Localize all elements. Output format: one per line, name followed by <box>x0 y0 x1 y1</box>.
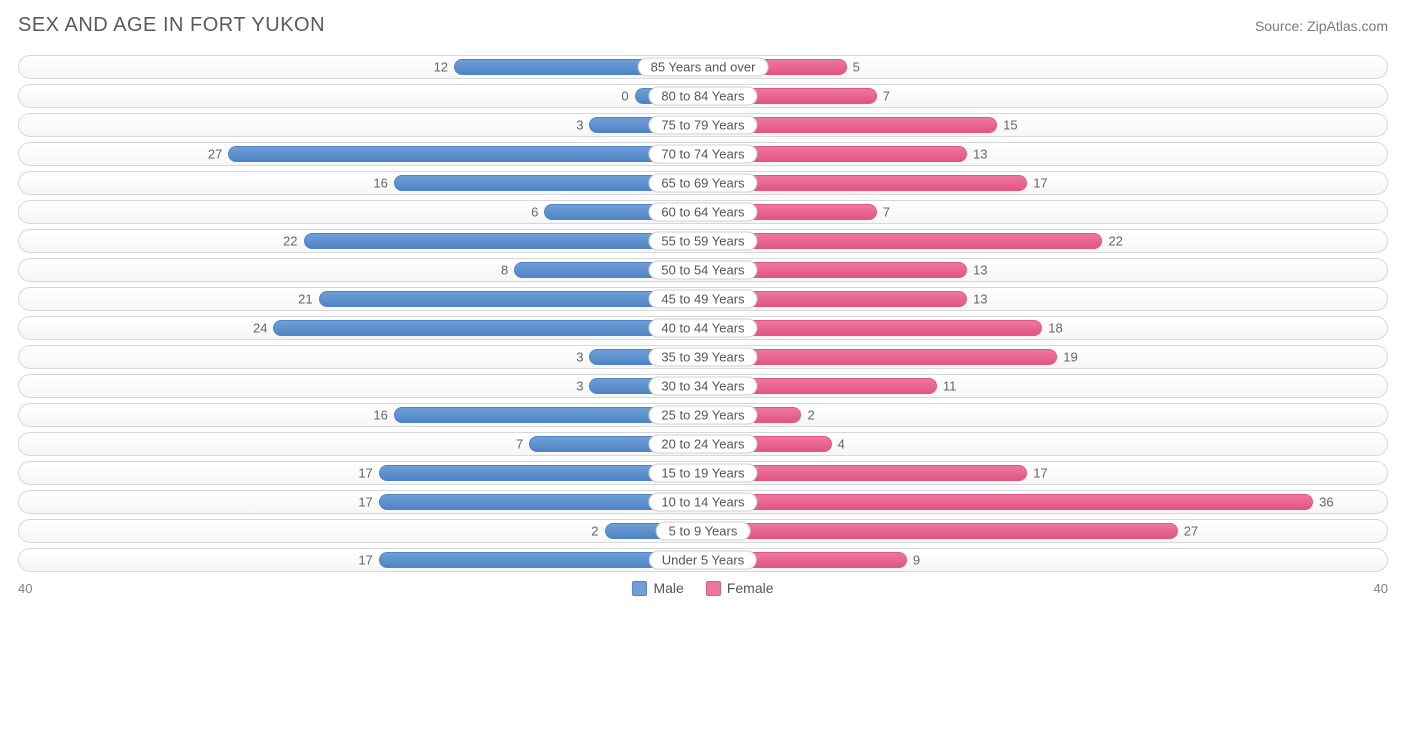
age-bracket-label: 10 to 14 Years <box>648 493 757 512</box>
pyramid-row: 60 to 64 Years 6 7 <box>18 200 1388 224</box>
pyramid-row: 35 to 39 Years 3 19 <box>18 345 1388 369</box>
pyramid-row: 65 to 69 Years 16 17 <box>18 171 1388 195</box>
legend-item-male: Male <box>632 580 683 596</box>
male-value: 2 <box>591 524 598 539</box>
pyramid-row: 45 to 49 Years 21 13 <box>18 287 1388 311</box>
pyramid-row: 30 to 34 Years 3 11 <box>18 374 1388 398</box>
age-bracket-label: 65 to 69 Years <box>648 174 757 193</box>
female-value: 22 <box>1108 234 1122 249</box>
male-value: 17 <box>358 553 372 568</box>
male-bar <box>304 233 703 249</box>
female-value: 4 <box>838 437 845 452</box>
female-value: 36 <box>1319 495 1333 510</box>
female-swatch-icon <box>706 581 721 596</box>
female-bar <box>703 523 1178 539</box>
pyramid-row: 5 to 9 Years 2 27 <box>18 519 1388 543</box>
male-bar <box>319 291 703 307</box>
male-bar <box>273 320 703 336</box>
axis-max-left: 40 <box>18 581 32 596</box>
age-bracket-label: 20 to 24 Years <box>648 435 757 454</box>
chart-footer: 40 Male Female 40 <box>18 580 1388 596</box>
age-bracket-label: 60 to 64 Years <box>648 203 757 222</box>
age-bracket-label: 80 to 84 Years <box>648 87 757 106</box>
male-value: 3 <box>576 350 583 365</box>
female-value: 17 <box>1033 176 1047 191</box>
pyramid-row: 55 to 59 Years 22 22 <box>18 229 1388 253</box>
male-value: 6 <box>531 205 538 220</box>
female-value: 2 <box>807 408 814 423</box>
source-attribution: Source: ZipAtlas.com <box>1255 18 1388 34</box>
male-value: 17 <box>358 495 372 510</box>
male-value: 24 <box>253 321 267 336</box>
female-value: 9 <box>913 553 920 568</box>
source-link[interactable]: ZipAtlas.com <box>1307 18 1388 34</box>
age-bracket-label: 30 to 34 Years <box>648 377 757 396</box>
pyramid-row: 75 to 79 Years 3 15 <box>18 113 1388 137</box>
male-value: 27 <box>208 147 222 162</box>
male-swatch-icon <box>632 581 647 596</box>
pyramid-row: 10 to 14 Years 17 36 <box>18 490 1388 514</box>
age-bracket-label: 50 to 54 Years <box>648 261 757 280</box>
header: SEX AND AGE IN FORT YUKON Source: ZipAtl… <box>18 14 1388 37</box>
pyramid-row: 20 to 24 Years 7 4 <box>18 432 1388 456</box>
female-value: 18 <box>1048 321 1062 336</box>
female-value: 15 <box>1003 118 1017 133</box>
pyramid-row: 50 to 54 Years 8 13 <box>18 258 1388 282</box>
legend: Male Female <box>632 580 773 596</box>
female-value: 17 <box>1033 466 1047 481</box>
pyramid-row: 40 to 44 Years 24 18 <box>18 316 1388 340</box>
pyramid-row: 85 Years and over 12 5 <box>18 55 1388 79</box>
male-bar <box>228 146 703 162</box>
age-bracket-label: 40 to 44 Years <box>648 319 757 338</box>
male-value: 3 <box>576 379 583 394</box>
age-bracket-label: 45 to 49 Years <box>648 290 757 309</box>
male-value: 21 <box>298 292 312 307</box>
female-value: 13 <box>973 263 987 278</box>
legend-label-female: Female <box>727 580 774 596</box>
age-bracket-label: 25 to 29 Years <box>648 406 757 425</box>
pyramid-row: 25 to 29 Years 16 2 <box>18 403 1388 427</box>
male-value: 7 <box>516 437 523 452</box>
female-value: 5 <box>853 60 860 75</box>
female-value: 19 <box>1063 350 1077 365</box>
pyramid-row: Under 5 Years 17 9 <box>18 548 1388 572</box>
age-bracket-label: Under 5 Years <box>649 551 757 570</box>
pyramid-row: 15 to 19 Years 17 17 <box>18 461 1388 485</box>
female-value: 27 <box>1184 524 1198 539</box>
age-bracket-label: 75 to 79 Years <box>648 116 757 135</box>
male-value: 22 <box>283 234 297 249</box>
axis-max-right: 40 <box>1374 581 1388 596</box>
male-value: 16 <box>373 408 387 423</box>
female-value: 13 <box>973 147 987 162</box>
age-bracket-label: 70 to 74 Years <box>648 145 757 164</box>
female-bar <box>703 494 1313 510</box>
legend-label-male: Male <box>653 580 683 596</box>
population-pyramid-chart: 85 Years and over12580 to 84 Years0775 t… <box>18 55 1388 572</box>
pyramid-row: 80 to 84 Years 0 7 <box>18 84 1388 108</box>
male-value: 12 <box>434 60 448 75</box>
female-value: 13 <box>973 292 987 307</box>
age-bracket-label: 5 to 9 Years <box>656 522 751 541</box>
male-value: 17 <box>358 466 372 481</box>
male-value: 8 <box>501 263 508 278</box>
age-bracket-label: 15 to 19 Years <box>648 464 757 483</box>
pyramid-row: 70 to 74 Years 27 13 <box>18 142 1388 166</box>
male-value: 16 <box>373 176 387 191</box>
female-value: 11 <box>943 379 957 394</box>
legend-item-female: Female <box>706 580 774 596</box>
female-bar <box>703 233 1102 249</box>
male-value: 3 <box>576 118 583 133</box>
chart-title: SEX AND AGE IN FORT YUKON <box>18 14 325 37</box>
male-value: 0 <box>621 89 628 104</box>
age-bracket-label: 35 to 39 Years <box>648 348 757 367</box>
age-bracket-label: 85 Years and over <box>638 58 769 77</box>
female-value: 7 <box>883 205 890 220</box>
age-bracket-label: 55 to 59 Years <box>648 232 757 251</box>
female-value: 7 <box>883 89 890 104</box>
source-prefix: Source: <box>1255 18 1307 34</box>
